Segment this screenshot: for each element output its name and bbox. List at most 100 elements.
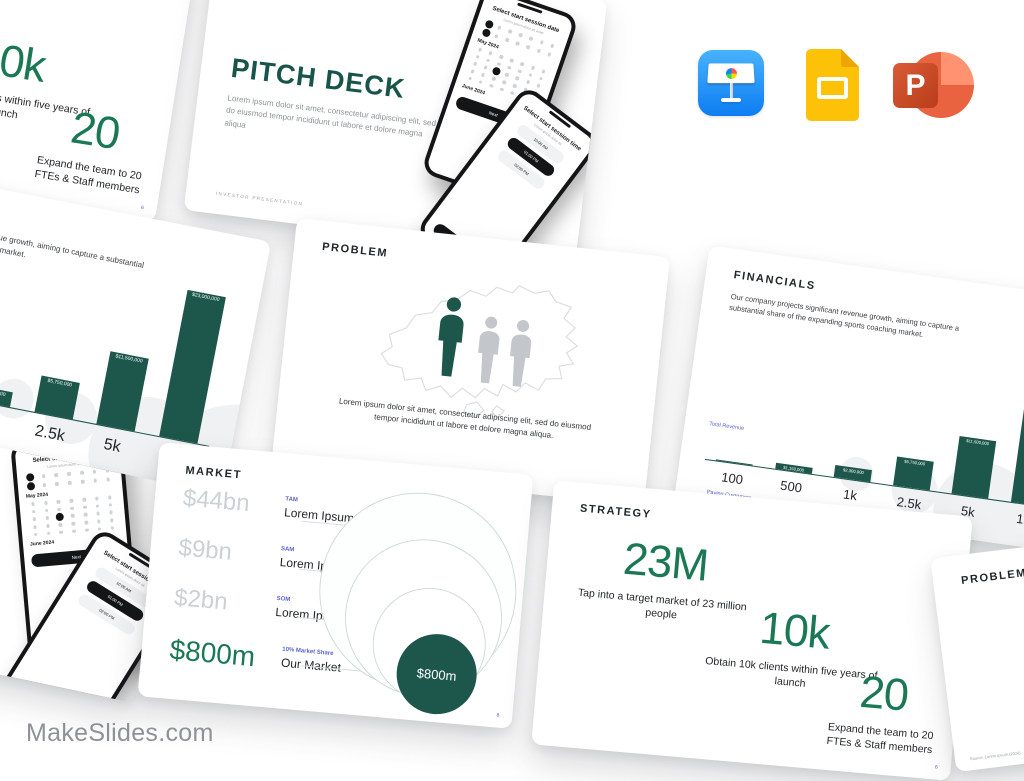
slide-strategy: STRATEGY 23M Tap into a target market of… bbox=[531, 480, 973, 781]
category-label: 5k bbox=[102, 435, 123, 456]
calendar-cell bbox=[72, 529, 76, 533]
market-value: $9bn bbox=[177, 534, 234, 566]
calendar-cell bbox=[97, 519, 101, 524]
bar-value-label: $1,150,000 bbox=[782, 464, 805, 473]
slide-title: PROBLEM bbox=[960, 567, 1024, 588]
keynote-stand-base bbox=[721, 98, 741, 102]
bar-value-label: $2,300,000 bbox=[842, 467, 865, 476]
calendar-cell bbox=[67, 480, 72, 485]
category-label: 100 bbox=[720, 469, 745, 488]
calendar-cell bbox=[528, 72, 533, 77]
calendar-cell bbox=[483, 65, 489, 70]
keynote-screen-shape bbox=[707, 63, 755, 84]
calendar-cell bbox=[499, 86, 505, 92]
calendar-cell bbox=[71, 521, 76, 526]
powerpoint-p-tile: P bbox=[893, 63, 938, 108]
slide-title: PROBLEM bbox=[321, 240, 389, 260]
bar-value-label: $11,500,000 bbox=[966, 437, 990, 446]
calendar-cell bbox=[108, 502, 113, 507]
calendar-cell bbox=[110, 525, 115, 530]
calendar-cell bbox=[538, 76, 544, 81]
calendar-cell bbox=[95, 496, 99, 501]
calendar-cell bbox=[56, 499, 61, 504]
calendar-cell bbox=[475, 54, 481, 59]
calendar-selected-date bbox=[491, 66, 502, 77]
calendar-cell bbox=[106, 477, 111, 482]
calendar-cell bbox=[539, 39, 544, 45]
calendar-cell bbox=[550, 43, 555, 48]
calendar-cell bbox=[41, 474, 46, 478]
google-slides-app-icon[interactable] bbox=[806, 49, 859, 121]
region-map-outline bbox=[380, 284, 579, 420]
keynote-app-icon[interactable] bbox=[698, 50, 764, 116]
calendar-cell bbox=[470, 69, 475, 74]
calendar-cell bbox=[468, 76, 473, 81]
calendar-cell bbox=[512, 83, 518, 88]
calendar-cell bbox=[504, 37, 510, 42]
calendar-cell bbox=[31, 509, 36, 514]
calendar-cell bbox=[489, 83, 494, 88]
calendar-cell bbox=[55, 481, 59, 486]
calendar-cell bbox=[536, 48, 541, 53]
slide-title: MARKET bbox=[184, 464, 243, 482]
calendar-cell bbox=[44, 508, 49, 513]
calendar-cell bbox=[509, 58, 515, 63]
brand-link[interactable]: MakeSlides.com bbox=[26, 719, 214, 747]
calendar-cell bbox=[491, 76, 497, 81]
calendar-cell bbox=[502, 79, 507, 85]
source-note: Source: Lorem Ipsum (2024) bbox=[969, 750, 1021, 762]
powerpoint-app-icon[interactable]: P bbox=[893, 48, 975, 122]
calendar-cell bbox=[67, 471, 71, 476]
strategy-stat-3: 20 Expand the team to 20 FTEs & Staff me… bbox=[815, 662, 950, 758]
stat-label: Expand the team to 20 FTEs & Staff membe… bbox=[826, 721, 934, 756]
calendar-cell bbox=[84, 520, 89, 525]
calendar-cell bbox=[46, 531, 51, 536]
calendar-cell bbox=[84, 527, 89, 532]
calendar-cell bbox=[499, 54, 504, 59]
calendar-cell bbox=[54, 472, 59, 477]
calendar-cell bbox=[473, 61, 478, 67]
calendar-cell bbox=[82, 497, 87, 502]
calendar-cell bbox=[70, 513, 75, 518]
next-button: Next bbox=[5, 692, 79, 703]
calendar-grid bbox=[26, 495, 119, 537]
slide-problem: PROBLEM Lorem ipsum dolor sit amet, cons… bbox=[270, 218, 671, 506]
calendar-cell bbox=[488, 50, 493, 56]
calendar-cell bbox=[541, 69, 546, 74]
calendar-selected-date bbox=[480, 27, 492, 38]
calendar-cell bbox=[494, 33, 499, 39]
calendar-cell bbox=[59, 530, 64, 534]
bar-value-label: $23,000,000 bbox=[191, 291, 220, 304]
calendar-cell bbox=[79, 470, 84, 475]
category-label: 500 bbox=[779, 477, 803, 496]
calendar-cell bbox=[92, 469, 97, 474]
stat-value: 10k bbox=[0, 30, 49, 92]
calendar-cell bbox=[528, 36, 534, 41]
calendar-cell bbox=[515, 76, 520, 81]
person-icon-primary bbox=[438, 297, 464, 377]
calendar-cell bbox=[93, 478, 98, 483]
slide-page-number: 6 bbox=[140, 204, 145, 212]
calendar-cell bbox=[478, 79, 484, 85]
bar-value-label: $2,300,000 bbox=[0, 387, 6, 399]
bar-value-label: $5,750,000 bbox=[46, 377, 73, 389]
market-bubble-label: $800m bbox=[416, 665, 457, 683]
calendar-cell bbox=[96, 511, 101, 516]
calendar-cell bbox=[42, 482, 47, 487]
slide-title: FINANCIALS bbox=[732, 269, 817, 293]
calendar-cell bbox=[478, 47, 483, 52]
calendar-cell bbox=[33, 532, 38, 537]
calendar-cell bbox=[70, 506, 74, 510]
stat-value: 20 bbox=[857, 665, 911, 721]
calendar-cell bbox=[547, 52, 552, 57]
market-value: $44bn bbox=[181, 484, 251, 518]
calendar-cell bbox=[33, 524, 37, 529]
calendar-cell bbox=[486, 57, 491, 63]
calendar-cell bbox=[109, 518, 114, 523]
calendar-cell bbox=[504, 72, 510, 78]
tam-sam-som-circles: $800m bbox=[319, 492, 517, 715]
strategy-stat-3: 20 Expand the team to 20 FTEs & Staff me… bbox=[23, 95, 163, 199]
calendar-selected-date bbox=[26, 472, 35, 482]
calendar-cell bbox=[109, 510, 114, 515]
